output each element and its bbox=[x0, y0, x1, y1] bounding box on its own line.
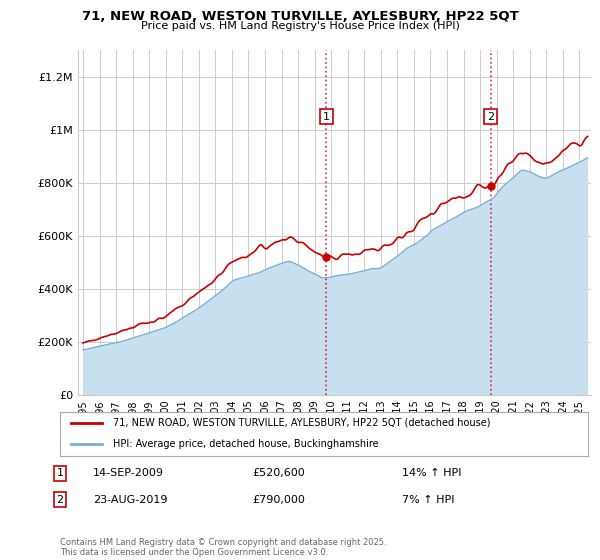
Text: 2: 2 bbox=[56, 494, 64, 505]
Text: 71, NEW ROAD, WESTON TURVILLE, AYLESBURY, HP22 5QT: 71, NEW ROAD, WESTON TURVILLE, AYLESBURY… bbox=[82, 10, 518, 22]
Text: HPI: Average price, detached house, Buckinghamshire: HPI: Average price, detached house, Buck… bbox=[113, 439, 379, 449]
Text: 71, NEW ROAD, WESTON TURVILLE, AYLESBURY, HP22 5QT (detached house): 71, NEW ROAD, WESTON TURVILLE, AYLESBURY… bbox=[113, 418, 490, 428]
Text: £520,600: £520,600 bbox=[252, 468, 305, 478]
Text: Price paid vs. HM Land Registry's House Price Index (HPI): Price paid vs. HM Land Registry's House … bbox=[140, 21, 460, 31]
Text: £790,000: £790,000 bbox=[252, 494, 305, 505]
Text: 2: 2 bbox=[487, 111, 494, 122]
Text: 7% ↑ HPI: 7% ↑ HPI bbox=[402, 494, 455, 505]
Text: 1: 1 bbox=[323, 111, 330, 122]
Text: 23-AUG-2019: 23-AUG-2019 bbox=[93, 494, 167, 505]
Text: 14-SEP-2009: 14-SEP-2009 bbox=[93, 468, 164, 478]
Text: 1: 1 bbox=[56, 468, 64, 478]
Text: 14% ↑ HPI: 14% ↑ HPI bbox=[402, 468, 461, 478]
Text: Contains HM Land Registry data © Crown copyright and database right 2025.
This d: Contains HM Land Registry data © Crown c… bbox=[60, 538, 386, 557]
